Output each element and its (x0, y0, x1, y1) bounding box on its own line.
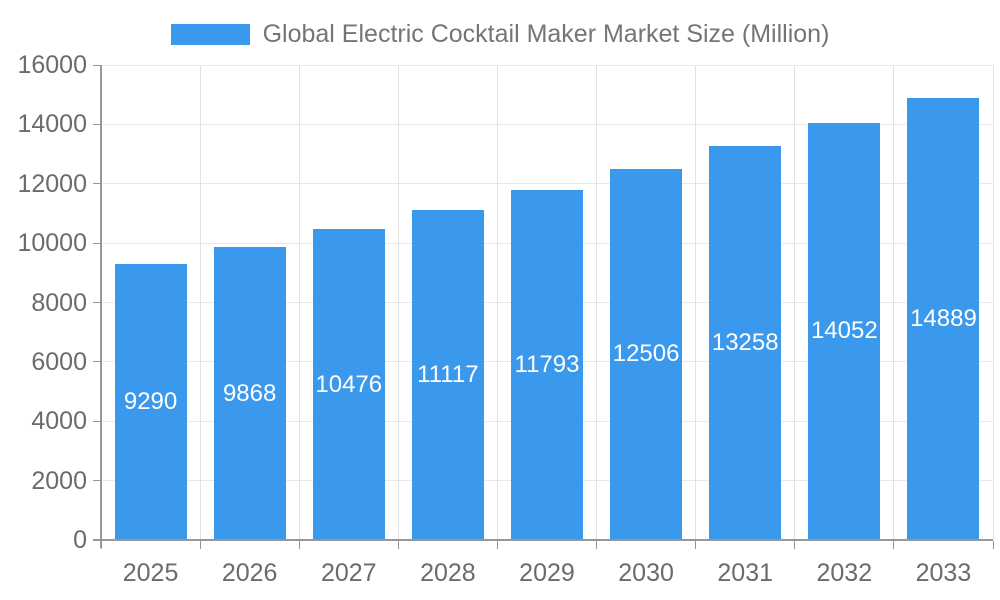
bar-value-label: 13258 (711, 329, 779, 357)
y-axis-tick (93, 183, 101, 185)
y-axis-tick (93, 361, 101, 363)
x-axis-tick (199, 541, 201, 549)
gridline-vertical (695, 65, 697, 540)
y-axis-line (100, 65, 102, 548)
y-axis-tick (93, 539, 101, 541)
plot-area: 9290 9868 10476 11117 11793 12506 13258 14052 14… (101, 64, 994, 540)
legend-label: Global Electric Cocktail Maker Market Si… (262, 19, 830, 48)
x-axis-labels: 2025 2026 2027 2028 2029 2030 2031 2032 2033 (101, 560, 993, 586)
x-axis-tick (794, 541, 796, 549)
y-axis-tick (93, 64, 101, 66)
y-tick-label: 10000 (17, 229, 87, 258)
gridline-vertical (298, 65, 300, 540)
y-tick-label: 4000 (31, 407, 87, 436)
y-axis-labels: 0 2000 4000 6000 8000 10000 12000 14000 16000 (0, 52, 87, 553)
legend-item[interactable]: Global Electric Cocktail Maker Market Si… (170, 19, 830, 49)
gridline-vertical (596, 65, 598, 540)
bar[interactable]: 11117 (411, 209, 484, 540)
gridline-vertical (992, 65, 994, 540)
x-tick-label: 2028 (420, 559, 476, 587)
x-tick-label: 2027 (320, 559, 377, 587)
y-tick-label: 16000 (17, 51, 87, 79)
x-axis-tick (596, 541, 598, 549)
y-tick-label: 14000 (17, 110, 87, 139)
x-tick-label: 2026 (221, 559, 278, 587)
y-tick-label: 2000 (31, 466, 87, 495)
bar[interactable]: 9868 (213, 247, 286, 540)
bar[interactable]: 9290 (114, 264, 187, 540)
y-axis-tick (93, 302, 101, 303)
bar-value-label: 12506 (612, 340, 680, 368)
y-axis-tick (93, 242, 101, 244)
x-tick-label: 2031 (717, 559, 774, 587)
bar[interactable]: 12506 (610, 168, 683, 540)
bar[interactable]: 14052 (808, 122, 881, 540)
x-axis-tick (298, 541, 300, 549)
y-tick-label: 8000 (31, 288, 87, 317)
x-tick-label: 2025 (122, 559, 179, 587)
bar-value-label: 11117 (417, 360, 479, 388)
y-axis-tick (93, 123, 101, 125)
bar-value-label: 14889 (910, 304, 977, 332)
gridline-vertical (794, 65, 796, 540)
x-axis-tick (100, 541, 102, 549)
gridline-horizontal (101, 183, 993, 185)
x-axis-tick (496, 541, 498, 549)
gridline-vertical (199, 65, 201, 540)
gridline-horizontal (101, 123, 993, 125)
x-tick-label: 2033 (915, 559, 972, 587)
gridline-horizontal (101, 64, 993, 66)
bar-value-label: 9290 (123, 388, 178, 416)
bar[interactable]: 11793 (511, 189, 583, 540)
bar-value-label: 9868 (222, 379, 277, 407)
bar[interactable]: 10476 (312, 229, 385, 540)
gridline-vertical (397, 65, 399, 540)
x-axis-tick (397, 541, 399, 549)
y-tick-label: 6000 (31, 347, 87, 376)
gridline-vertical (893, 65, 895, 540)
y-tick-label: 12000 (17, 169, 87, 198)
x-tick-label: 2029 (519, 559, 575, 587)
y-tick-label: 0 (73, 526, 87, 554)
gridline-vertical (496, 65, 498, 540)
x-axis-line (93, 539, 993, 541)
y-axis-tick (93, 480, 101, 482)
y-axis-tick (93, 420, 101, 422)
bar-value-label: 10476 (315, 370, 383, 398)
x-tick-label: 2032 (816, 559, 873, 587)
bar-value-label: 14052 (810, 317, 878, 345)
bar[interactable]: 13258 (709, 146, 782, 540)
x-axis-tick (893, 541, 895, 549)
bar-value-label: 11793 (514, 350, 580, 378)
x-axis-tick (695, 541, 697, 549)
bar[interactable]: 14889 (907, 97, 980, 540)
x-tick-label: 2030 (618, 559, 674, 587)
x-axis-tick (992, 541, 994, 549)
legend: Global Electric Cocktail Maker Market Si… (0, 20, 1000, 48)
legend-swatch-icon (170, 23, 250, 45)
